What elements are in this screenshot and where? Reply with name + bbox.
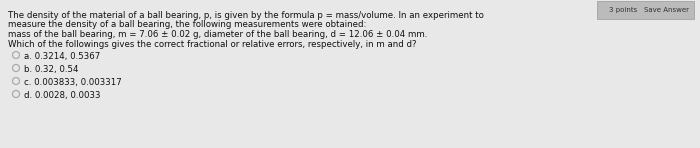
Text: measure the density of a ball bearing, the following measurements were obtained:: measure the density of a ball bearing, t… [8,20,366,29]
FancyBboxPatch shape [597,1,694,19]
Text: c. 0.003833, 0.003317: c. 0.003833, 0.003317 [24,78,122,87]
Text: Which of the followings gives the correct fractional or relative errors, respect: Which of the followings gives the correc… [8,40,416,49]
Text: d. 0.0028, 0.0033: d. 0.0028, 0.0033 [24,91,101,100]
Text: The density of the material of a ball bearing, p, is given by the formula p = ma: The density of the material of a ball be… [8,11,484,20]
Text: a. 0.3214, 0.5367: a. 0.3214, 0.5367 [24,52,100,61]
Text: b. 0.32, 0.54: b. 0.32, 0.54 [24,65,78,74]
Text: Save Answer: Save Answer [643,7,689,13]
Text: mass of the ball bearing, m = 7.06 ± 0.02 g, diameter of the ball bearing, d = 1: mass of the ball bearing, m = 7.06 ± 0.0… [8,30,428,39]
Text: 3 points: 3 points [609,7,637,13]
